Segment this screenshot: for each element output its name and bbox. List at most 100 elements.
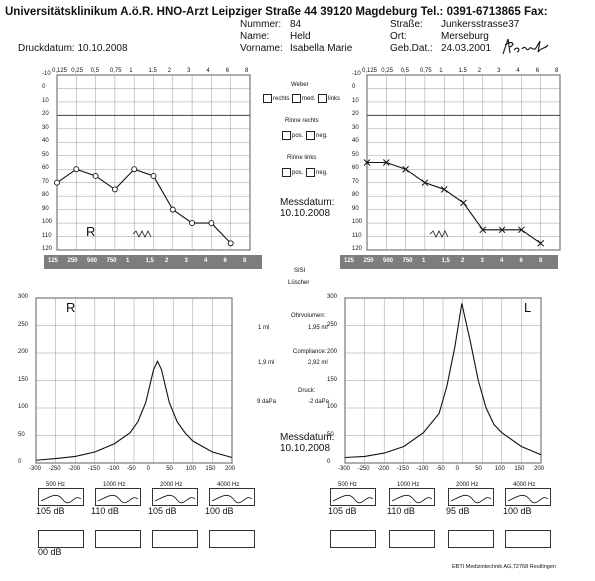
right-response-box: [505, 488, 551, 506]
data-point: [131, 166, 138, 173]
luscher-label: Lüscher: [288, 280, 310, 286]
left-response-box: [95, 488, 141, 506]
data-point: [402, 165, 409, 173]
freq-tick-left: 4: [516, 68, 520, 74]
data-point: [111, 186, 118, 193]
rinne-right-pos-label: pos.: [292, 133, 304, 140]
db-tick-left: 80: [352, 192, 359, 199]
tym-x-tick-left: -200: [377, 466, 390, 472]
pressure-label: Druck:: [298, 388, 316, 394]
db-tick-right: 60: [42, 165, 49, 172]
weber-right-label: rechts: [273, 96, 290, 103]
frequency-bar-right: [44, 255, 262, 269]
left-freq-label: 2000 Hz: [160, 482, 183, 488]
data-point: [54, 179, 60, 186]
tym-y-tick-right: 100: [18, 404, 29, 410]
db-tick-right: 90: [42, 205, 49, 212]
response-waveform: [332, 494, 374, 504]
tympanogram-curve: [344, 303, 542, 459]
weber-left-checkbox[interactable]: [318, 94, 328, 103]
ear-volume-left: 1,95 ml: [308, 325, 328, 331]
freq-tick-right: 6: [225, 68, 230, 74]
street-label: Straße:: [390, 19, 423, 30]
data-point: [421, 179, 429, 187]
tympanogram-curve: [35, 359, 233, 461]
rinne-right-neg-label: neg.: [316, 133, 328, 140]
freq-tick-right: 0,5: [90, 68, 99, 74]
name-label: Name:: [240, 31, 270, 42]
tym-y-tick-left: 300: [327, 294, 338, 300]
tym-x-tick-left: -100: [416, 466, 429, 472]
bar-label-right: 4: [204, 258, 208, 264]
bar-label-right: 500: [87, 258, 98, 264]
dob-value: 24.03.2001: [441, 43, 492, 54]
firstname-value: Isabella Marie: [290, 43, 353, 54]
number-value: 84: [290, 19, 302, 30]
weber-right-checkbox[interactable]: [263, 94, 272, 103]
bar-label-left: 500: [383, 258, 394, 264]
data-point: [73, 166, 80, 173]
weber-med-checkbox[interactable]: [292, 94, 302, 103]
weber-med-label: med.: [302, 96, 316, 103]
clinic-header: Universitätsklinikum A.ö.R. HNO-Arzt Lei…: [5, 6, 548, 18]
ear-volume-label: Ohrvolumen:: [291, 313, 326, 319]
bar-label-left: 8: [539, 258, 543, 264]
db-tick-left: 60: [352, 165, 359, 172]
db-tick-right: 50: [42, 151, 49, 158]
left-response-box-2: [95, 530, 141, 548]
right-response-box: [330, 488, 376, 506]
rinne-left-options: pos. neg.: [281, 168, 328, 177]
rinne-left-neg-checkbox[interactable]: [306, 168, 316, 177]
tym-x-tick-left: 100: [494, 466, 505, 472]
db-tick-right: 80: [42, 192, 49, 199]
left-response-box: [152, 488, 198, 506]
bar-label-left: 250: [363, 258, 374, 264]
bar-label-right: 250: [67, 258, 78, 264]
db-tick-left: 50: [352, 151, 359, 158]
db-tick-left: 40: [352, 138, 359, 145]
compliance-left: 2,92 ml: [308, 360, 328, 366]
tym-y-tick-left: 150: [327, 376, 338, 383]
rinne-right-neg-checkbox[interactable]: [306, 131, 316, 140]
rinne-right-pos-checkbox[interactable]: [282, 131, 291, 140]
noise-marker: [132, 230, 152, 238]
pressure-left: -2 daPa: [308, 399, 330, 405]
data-point: [150, 173, 157, 179]
freq-tick-right: 1: [129, 68, 133, 74]
freq-tick-left: 0,75: [419, 68, 432, 74]
tym-y-tick-right: 200: [18, 349, 29, 355]
response-waveform: [507, 494, 549, 504]
tym-x-tick-right: 50: [166, 466, 173, 472]
print-date: Druckdatum: 10.10.2008: [18, 43, 128, 54]
tym-y-tick-left: 250: [327, 321, 338, 328]
tym-x-tick-left: -300: [338, 466, 351, 472]
signature: [502, 38, 549, 55]
freq-tick-left: 0,125: [362, 68, 378, 74]
right-db-label: 100 dB: [503, 506, 532, 516]
sisi-label: SISI: [294, 268, 306, 274]
db-tick-left: 30: [352, 124, 359, 131]
freq-tick-right: 2: [167, 68, 172, 74]
left-response-box-2: [209, 530, 255, 548]
right-response-box-2: [448, 530, 494, 548]
weber-left-label: links: [328, 96, 341, 103]
second-row-db-label: 00 dB: [38, 547, 62, 557]
response-waveform: [211, 494, 253, 504]
data-point: [518, 226, 525, 234]
tym-x-tick-left: 200: [534, 466, 545, 472]
city-value: Merseburg: [441, 31, 489, 42]
response-waveform: [97, 494, 139, 504]
footer-label: EBTI Medizintechnik AG,72768 Reutlingen: [452, 564, 556, 570]
rinne-right-label: Rinne rechts: [285, 118, 319, 124]
weber-options: rechts med. links: [262, 94, 340, 103]
left-response-box: [38, 488, 84, 506]
tym-x-tick-left: -150: [396, 466, 409, 472]
bar-label-right: 2: [165, 258, 169, 264]
db-tick-right: 120: [42, 246, 53, 252]
rinne-left-pos-checkbox[interactable]: [282, 168, 291, 177]
freq-tick-right: 0,75: [109, 68, 122, 74]
tym-y-tick-right: 250: [18, 321, 29, 328]
response-waveform: [40, 494, 82, 504]
threshold-line: [367, 161, 542, 244]
db-tick-left: 10: [352, 97, 359, 104]
